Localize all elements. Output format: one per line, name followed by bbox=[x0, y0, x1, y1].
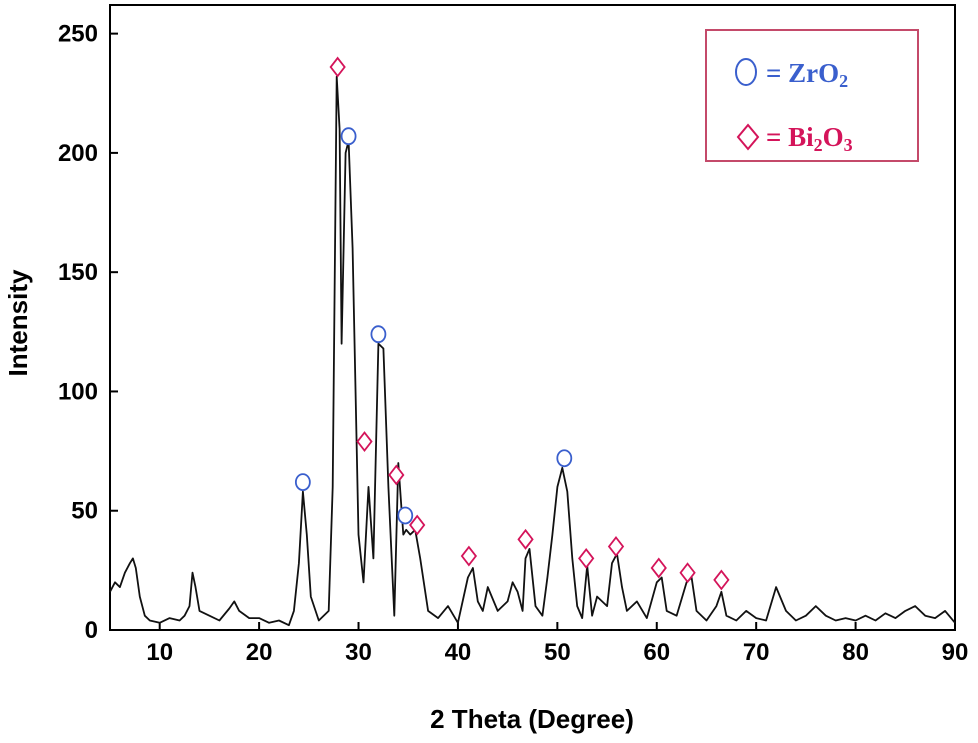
series-layer bbox=[109, 75, 956, 627]
bi2o3-peak-marker bbox=[329, 56, 346, 78]
xrd-pattern-line bbox=[109, 75, 956, 627]
y-tick-label: 250 bbox=[58, 21, 98, 48]
y-axis-ticks: 0 50 100 150 200 250 bbox=[58, 21, 118, 644]
x-tick-label: 50 bbox=[544, 639, 571, 666]
y-axis-title: Intensity bbox=[3, 269, 33, 376]
legend-entry-zro2: = ZrO2 bbox=[766, 58, 848, 91]
bi2o3-peak-marker bbox=[517, 528, 534, 550]
legend-box bbox=[705, 29, 919, 162]
legend-entry-bi2o3: = Bi2O3 bbox=[766, 122, 853, 155]
zro2-peak-marker bbox=[556, 449, 573, 468]
x-tick-label: 90 bbox=[942, 639, 969, 666]
y-tick-label: 50 bbox=[71, 498, 98, 525]
zro2-peak-marker bbox=[397, 506, 414, 525]
bi2o3-peak-marker bbox=[578, 547, 595, 569]
bi2o3-peak-marker bbox=[713, 569, 730, 591]
x-axis-ticks: 10 20 30 40 50 60 70 80 90 bbox=[146, 622, 968, 666]
y-tick-label: 150 bbox=[58, 259, 98, 286]
legend-circle-symbol bbox=[735, 58, 757, 86]
zro2-peak-marker bbox=[340, 127, 357, 146]
x-tick-label: 30 bbox=[345, 639, 372, 666]
legend: = ZrO2 = Bi2O3 bbox=[705, 29, 919, 162]
y-tick-label: 200 bbox=[58, 140, 98, 167]
zro2-peak-marker bbox=[294, 473, 311, 491]
x-axis-title: 2 Theta (Degree) bbox=[430, 704, 634, 734]
x-tick-label: 70 bbox=[743, 639, 770, 666]
x-tick-label: 60 bbox=[643, 639, 670, 666]
bi2o3-peak-marker bbox=[388, 464, 405, 486]
x-tick-label: 40 bbox=[445, 639, 472, 666]
x-tick-label: 80 bbox=[842, 639, 869, 666]
peak-markers bbox=[294, 56, 730, 591]
x-tick-label: 20 bbox=[246, 639, 273, 666]
x-tick-label: 10 bbox=[146, 639, 173, 666]
legend-diamond-symbol bbox=[736, 123, 760, 151]
bi2o3-peak-marker bbox=[650, 557, 667, 579]
y-tick-label: 100 bbox=[58, 378, 98, 405]
bi2o3-peak-marker bbox=[460, 545, 478, 567]
bi2o3-peak-marker bbox=[356, 431, 373, 453]
axes bbox=[109, 4, 956, 631]
zro2-peak-marker bbox=[370, 325, 387, 344]
y-tick-label: 0 bbox=[85, 617, 98, 644]
plot-frame bbox=[109, 4, 956, 631]
bi2o3-peak-marker bbox=[607, 536, 625, 557]
bi2o3-peak-marker bbox=[409, 514, 426, 536]
bi2o3-peak-marker bbox=[679, 562, 696, 584]
